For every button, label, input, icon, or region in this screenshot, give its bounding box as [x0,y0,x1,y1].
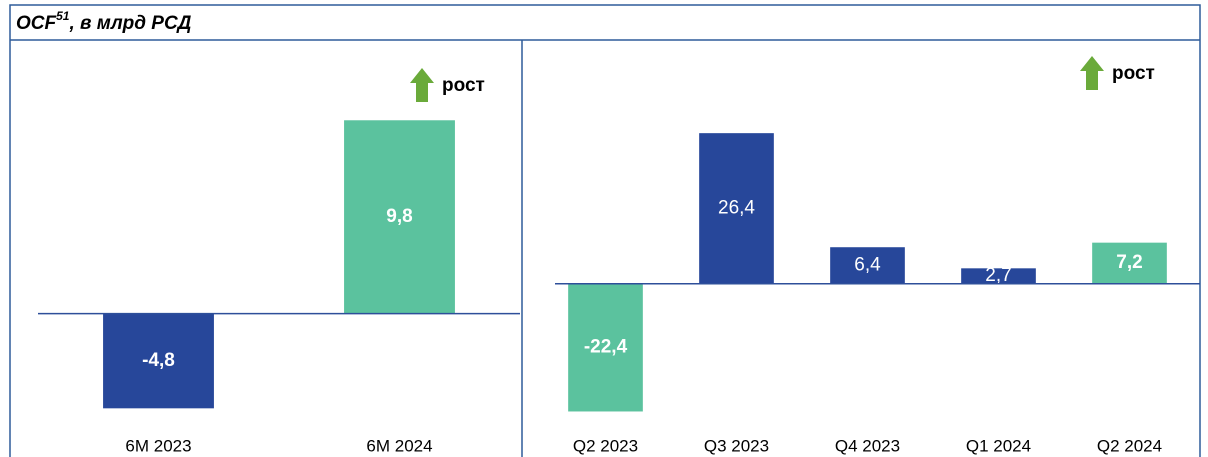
value-label: 9,8 [386,206,412,227]
x-tick-label: 6M 2023 [125,436,191,455]
x-tick-label: Q1 2024 [966,436,1031,455]
bar [568,283,643,412]
bar [961,268,1036,284]
frame [9,4,1201,457]
value-label: 2,7 [985,265,1011,286]
title-footnote: 51 [56,9,70,23]
bar [699,133,774,284]
annotation: рост [1112,63,1155,84]
bar [103,313,214,409]
x-tick-label: Q3 2023 [704,436,769,455]
bar [1092,242,1167,284]
chart-title: OCF51, в млрд РСД [16,9,192,34]
value-label: 7,2 [1116,252,1142,273]
value-label: 6,4 [854,254,881,275]
x-tick-label: Q4 2023 [835,436,900,455]
title-rest: , в млрд РСД [68,13,191,34]
value-label: 26,4 [718,197,755,218]
value-label: -4,8 [142,350,175,371]
bar [344,120,455,314]
growth-arrow [1080,56,1104,90]
growth-arrow [410,68,434,102]
x-tick-label: Q2 2023 [573,436,638,455]
title-main: OCF [16,13,58,34]
x-tick-label: 6M 2024 [366,436,432,455]
bar [830,247,905,284]
annotation: рост [442,75,485,96]
value-label: -22,4 [584,337,628,358]
x-tick-label: Q2 2024 [1097,436,1162,455]
